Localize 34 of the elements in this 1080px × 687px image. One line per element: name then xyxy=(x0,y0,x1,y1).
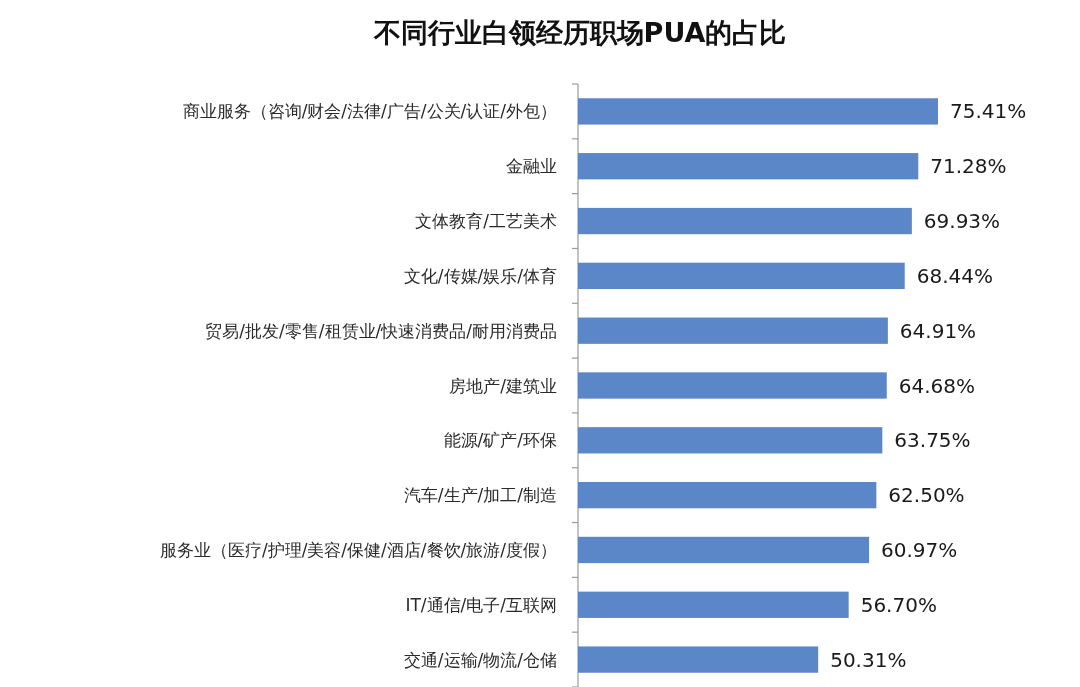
y-tick-label: 金融业 xyxy=(506,156,557,177)
bar xyxy=(578,153,919,180)
data-label: 50.31% xyxy=(830,647,907,672)
data-label: 56.70% xyxy=(860,592,937,617)
data-label: 68.44% xyxy=(916,263,993,288)
y-tick-label: 商业服务（咨询/财会/法律/广告/公关/认证/外包） xyxy=(182,101,557,122)
y-tick-label: IT/通信/电子/互联网 xyxy=(405,594,557,615)
data-label: 60.97% xyxy=(881,537,958,562)
chart-title: 不同行业白领经历职场PUA的占比 xyxy=(372,16,787,48)
y-tick-label: 文化/传媒/娱乐/体育 xyxy=(403,265,557,286)
bar xyxy=(578,481,877,509)
data-label: 64.68% xyxy=(898,373,976,398)
y-tick-label: 汽车/生产/加工/制造 xyxy=(403,485,557,506)
bar xyxy=(578,98,938,125)
y-tick-label: 房地产/建筑业 xyxy=(449,375,557,396)
bar xyxy=(578,591,849,618)
y-tick-label: 能源/矿产/环保 xyxy=(443,430,557,451)
y-tick-label: 文体教育/工艺美术 xyxy=(415,211,557,232)
y-tick-label: 贸易/批发/零售/租赁业/快速消费品/耐用消费品 xyxy=(205,320,557,341)
bar xyxy=(578,207,912,235)
bar xyxy=(578,427,883,454)
data-label: 64.91% xyxy=(899,318,977,343)
bar xyxy=(578,372,887,399)
y-tick-label: 服务业（医疗/护理/美容/保健/酒店/餐饮/旅游/度假） xyxy=(159,539,557,560)
data-label: 71.28% xyxy=(930,154,1007,179)
data-label: 62.50% xyxy=(888,483,965,508)
bar xyxy=(578,262,905,290)
bar xyxy=(578,536,870,564)
data-label: 63.75% xyxy=(894,428,971,453)
data-label: 69.93% xyxy=(923,209,1001,234)
y-tick-label: 交通/运输/物流/仓储 xyxy=(403,649,557,670)
data-label: 75.41% xyxy=(950,99,1027,124)
bar xyxy=(578,317,888,344)
bar xyxy=(578,646,819,673)
